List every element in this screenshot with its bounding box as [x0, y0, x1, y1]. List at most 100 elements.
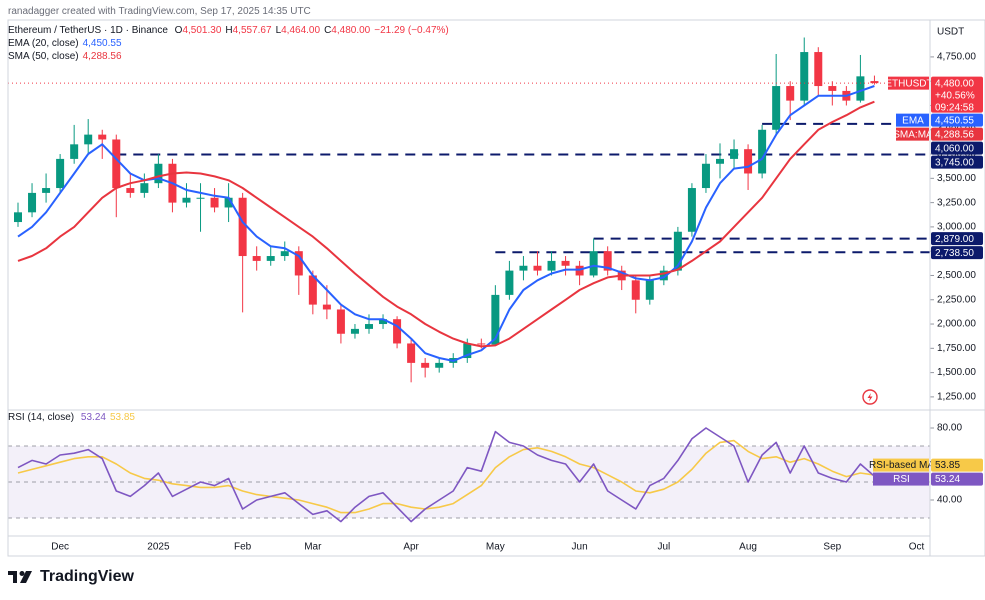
candle-body — [519, 265, 528, 271]
legend-value: 4,450.55 — [82, 38, 122, 49]
candle-body — [421, 362, 430, 368]
rsi-title: RSI (14, close) — [8, 412, 75, 423]
tag-name-box — [888, 76, 929, 90]
tag-value-box — [931, 113, 983, 127]
change: −21.29 (−0.47%) — [374, 25, 449, 36]
legend-value: 4,288.56 — [82, 51, 122, 62]
candle-body — [533, 265, 542, 271]
candle-body — [350, 328, 359, 334]
ohlc-value: 4,501.30 — [182, 25, 222, 36]
ohlc-value: 4,480.00 — [331, 25, 371, 36]
x-tick-label: Oct — [909, 542, 925, 553]
tag-name: ETHUSDT — [885, 78, 932, 89]
y-tick-label: 3,250.00 — [937, 197, 976, 208]
candle-body — [772, 86, 781, 130]
tag-value: 3,745.00 — [935, 157, 974, 168]
candle-body — [84, 134, 93, 145]
y-tick-label: 3,000.00 — [937, 222, 976, 233]
symbol-legend: Ethereum / TetherUS · 1D · Binance O4,50… — [8, 24, 453, 37]
candle-body — [645, 280, 654, 300]
credit: ranadagger created with TradingView.com,… — [8, 6, 311, 17]
y-tick-label: 2,250.00 — [937, 294, 976, 305]
candle-body — [687, 188, 696, 232]
candle-body — [631, 280, 640, 300]
candle-body — [393, 319, 402, 344]
rsi-legend-value: 53.24 — [80, 412, 106, 423]
legend-row: EMA (20, close) 4,450.55 — [8, 37, 126, 50]
candle-body — [758, 129, 767, 174]
tag-value: 2,738.50 — [935, 248, 974, 259]
x-tick-label: Mar — [304, 542, 322, 553]
candle-body — [673, 231, 682, 271]
candle-body — [659, 270, 668, 281]
ohlc-key: O — [174, 25, 183, 36]
rsi-line — [17, 427, 875, 523]
x-tick-label: Sep — [823, 542, 841, 553]
tag-value: 2,879.00 — [935, 234, 974, 245]
chart-frame — [7, 19, 985, 557]
tag-name: SMA:MA — [893, 129, 933, 140]
rsi-line — [17, 439, 875, 514]
y-tick-label: 2,000.00 — [937, 319, 976, 330]
candle-body — [112, 139, 121, 189]
tag-name-box — [873, 458, 929, 472]
candle-body — [463, 343, 472, 359]
tag-name-box — [896, 127, 929, 141]
y-tick-label: 1,750.00 — [937, 343, 976, 354]
candle-body — [744, 149, 753, 174]
candle-body — [42, 188, 51, 193]
candle-body — [477, 343, 486, 345]
brand-name: TradingView — [40, 568, 134, 585]
tag-name-box — [896, 113, 929, 127]
y-tick-label: 1,500.00 — [937, 367, 976, 378]
legend-row: SMA (50, close) 4,288.56 — [8, 50, 126, 63]
tag-value-box — [931, 76, 983, 113]
candle-body — [126, 188, 135, 193]
indicator-line — [17, 85, 875, 362]
ohlc-key: C — [324, 25, 332, 36]
ohlc-value: 4,464.00 — [281, 25, 321, 36]
x-tick-label: Apr — [403, 542, 419, 553]
tag-name-box — [873, 472, 929, 486]
rsi-legend-value: 53.85 — [109, 412, 135, 423]
candle-body — [238, 197, 247, 257]
candle-body — [308, 275, 317, 305]
candle-body — [547, 260, 556, 271]
rsi-y-tick-label: 40.00 — [937, 495, 962, 506]
candle-body — [828, 86, 837, 91]
x-tick-label: Aug — [739, 542, 757, 553]
candle-body — [98, 134, 107, 140]
tag-value-box — [931, 458, 983, 472]
tag-name: RSI — [893, 474, 910, 485]
tag-value-box — [931, 155, 983, 169]
candle-body — [182, 197, 191, 203]
candle-body — [379, 319, 388, 325]
candle-body — [280, 251, 289, 257]
tag-value-box — [931, 246, 983, 260]
candle-body — [730, 149, 739, 159]
tag-value: 09:24:58 — [935, 102, 974, 113]
candle-body — [814, 52, 823, 87]
tag-value: 4,480.00 — [935, 78, 974, 89]
y-tick-label: 4,750.00 — [937, 52, 976, 63]
tag-value-box — [931, 472, 983, 486]
tag-value: 53.24 — [935, 474, 960, 485]
rsi-y-tick-label: 80.00 — [937, 423, 962, 434]
tag-value-box — [931, 232, 983, 246]
candle-body — [140, 183, 149, 193]
candle-body — [56, 158, 65, 189]
indicator-line — [17, 100, 875, 348]
tag-name: EMA — [902, 115, 924, 126]
candle-body — [701, 163, 710, 189]
candle-body — [70, 144, 79, 159]
tag-value: 4,450.55 — [935, 115, 974, 126]
tag-value-box — [931, 127, 983, 141]
candle-body — [154, 163, 163, 184]
candle-body — [575, 265, 584, 276]
x-tick-label: 2025 — [147, 542, 170, 553]
candle-body — [491, 294, 500, 345]
indicator-legend: EMA (20, close) 4,450.55 SMA (50, close) 4,… — [8, 37, 126, 63]
lightning-icon — [862, 389, 878, 405]
